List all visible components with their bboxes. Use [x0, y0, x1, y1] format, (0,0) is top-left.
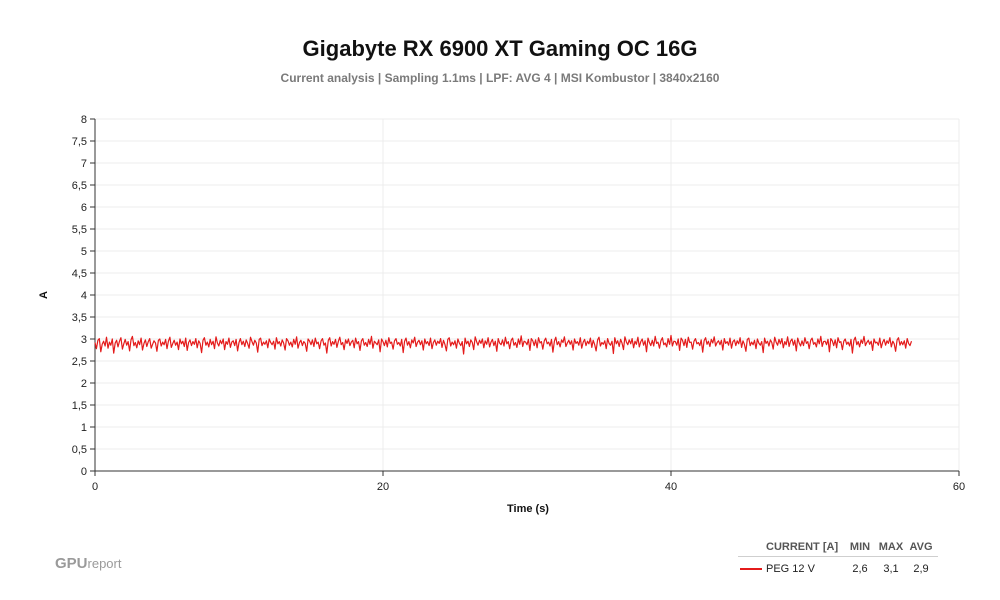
y-tick-label: 2	[81, 378, 87, 390]
legend-header-avg: AVG	[909, 541, 933, 553]
legend-avg-value: 2,9	[913, 563, 929, 575]
x-tick-label: 20	[377, 481, 389, 493]
legend-header-row: CURRENT [A] MIN MAX AVG	[738, 541, 938, 557]
y-tick-label: 1	[81, 422, 87, 434]
legend-table: CURRENT [A] MIN MAX AVG PEG 12 V 2,6 3,1…	[738, 541, 938, 575]
x-axis-label: Time (s)	[507, 503, 549, 515]
y-tick-label: 0,5	[72, 444, 87, 456]
gpureport-logo: GPUreport	[55, 555, 121, 572]
y-tick-label: 5,5	[72, 224, 87, 236]
legend-header-max: MAX	[878, 541, 904, 553]
y-tick-label: 5	[81, 246, 87, 258]
legend-series-name: PEG 12 V	[766, 563, 815, 575]
logo-main-text: GPU	[55, 555, 88, 572]
y-tick-label: 7,5	[72, 136, 87, 148]
y-tick-label: 4,5	[72, 268, 87, 280]
legend-min-value: 2,6	[852, 563, 868, 575]
x-tick-label: 40	[665, 481, 677, 493]
legend-swatch	[740, 568, 762, 570]
y-tick-label: 2,5	[72, 356, 87, 368]
chart-subtitle: Current analysis | Sampling 1.1ms | LPF:…	[280, 71, 720, 85]
y-tick-label: 3	[81, 334, 87, 346]
y-tick-label: 6,5	[72, 180, 87, 192]
y-tick-label: 7	[81, 158, 87, 170]
logo-sub-text: report	[87, 556, 122, 571]
chart-title: Gigabyte RX 6900 XT Gaming OC 16G	[302, 36, 698, 61]
y-tick-label: 4	[81, 290, 87, 302]
y-tick-label: 8	[81, 114, 87, 126]
legend-row: PEG 12 V 2,6 3,1 2,9	[738, 557, 938, 575]
x-tick-label: 0	[92, 481, 98, 493]
y-tick-label: 0	[81, 466, 87, 478]
y-tick-label: 6	[81, 202, 87, 214]
y-axis-label: A	[38, 291, 50, 299]
x-tick-label: 60	[953, 481, 965, 493]
series-line-peg-12v	[94, 334, 913, 355]
legend-max-value: 3,1	[883, 563, 899, 575]
legend-series-cell: PEG 12 V	[738, 563, 844, 575]
legend-header-min: MIN	[849, 541, 871, 553]
legend-header-current: CURRENT [A]	[766, 541, 839, 553]
y-tick-label: 3,5	[72, 312, 87, 324]
y-tick-label: 1,5	[72, 400, 87, 412]
